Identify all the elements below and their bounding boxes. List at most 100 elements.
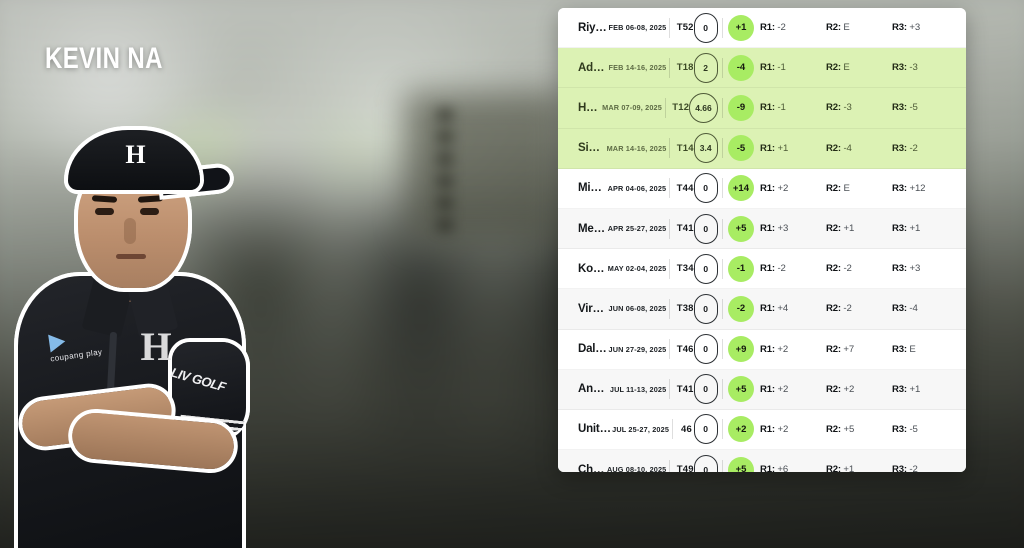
event-name: Virginia [578, 302, 609, 315]
total-score-badge: +1 [727, 14, 754, 41]
round-2-score: R2: +2 [826, 384, 892, 395]
round-1-label: R1: [760, 423, 775, 435]
event-name: Mexico City [578, 222, 608, 235]
total-score-badge: +14 [727, 175, 754, 202]
round-1-value: +2 [777, 423, 789, 435]
round-1-value: -2 [777, 263, 786, 275]
round-1-score: R1: +3 [760, 223, 826, 234]
round-1-label: R1: [760, 182, 775, 194]
event-name: Miami [578, 182, 608, 195]
points-badge: 4.66 [689, 92, 718, 123]
result-row[interactable]: Miami APR 04-06, 2025 T44 0 +14 R1: +2 R2: E R3… [558, 168, 966, 209]
total-score-cell: -5 [728, 135, 754, 162]
round-1-value: +3 [777, 223, 789, 235]
result-row[interactable]: Korea MAY 02-04, 2025 T34 0 -1 R1: -2 R2: -2 R3… [558, 249, 966, 290]
player-nose [124, 218, 136, 244]
player-mouth [116, 254, 146, 259]
round-3-value: +12 [909, 182, 926, 194]
points-cell: 0 [693, 414, 718, 445]
points-cell: 0 [693, 374, 718, 405]
round-scores: R1: +3 R2: +1 R3: +1 [754, 223, 954, 234]
round-3-label: R3: [892, 263, 907, 275]
round-1-value: +2 [777, 383, 789, 395]
round-1-label: R1: [759, 303, 775, 315]
round-2-label: R2: [825, 464, 841, 472]
total-score-badge: -9 [728, 94, 754, 121]
event-name: Korea [578, 262, 608, 275]
total-score-cell: +2 [728, 416, 754, 443]
points-cell: 0 [693, 454, 718, 472]
round-2-score: R2: -3 [826, 102, 892, 113]
round-2-value: +5 [843, 423, 855, 435]
player-cutout-photo: H coupang play LIV GOLF H [12, 126, 248, 548]
round-1-label: R1: [760, 263, 775, 275]
round-2-value: E [843, 22, 850, 34]
round-2-score: R2: E [826, 22, 892, 33]
round-1-value: +6 [777, 464, 789, 472]
round-1-label: R1: [759, 22, 775, 34]
event-date: APR 04-06, 2025 [607, 183, 667, 193]
round-2-label: R2: [825, 343, 841, 355]
event-date: MAR 07-09, 2025 [602, 103, 662, 113]
total-score-badge: -5 [728, 135, 754, 162]
round-3-value: +3 [909, 263, 921, 275]
points-badge: 0 [693, 173, 718, 204]
round-1-label: R1: [760, 102, 775, 114]
round-1-score: R1: +2 [760, 344, 826, 355]
round-1-value: +4 [777, 303, 789, 315]
points-badge: 0 [693, 213, 718, 244]
points-cell: 0 [693, 334, 718, 365]
points-badge: 0 [693, 334, 718, 365]
round-3-score: R3: E [892, 344, 954, 355]
event-date: JUL 11-13, 2025 [609, 384, 667, 394]
round-1-value: -1 [777, 62, 786, 74]
round-2-score: R2: +1 [826, 223, 892, 234]
round-3-value: -5 [909, 102, 918, 114]
round-1-label: R1: [759, 343, 775, 355]
round-scores: R1: -1 R2: E R3: -3 [754, 62, 954, 73]
total-score-cell: +14 [727, 175, 754, 202]
total-score-badge: +5 [728, 376, 754, 403]
result-row[interactable]: Dallas JUN 27-29, 2025 T46 0 +9 R1: +2 R2: +7 R… [558, 329, 966, 370]
round-2-score: R2: +5 [826, 424, 892, 435]
round-1-label: R1: [759, 464, 775, 472]
event-date: AUG 08-10, 2025 [606, 465, 667, 472]
round-scores: R1: +2 R2: +5 R3: -5 [754, 424, 954, 435]
round-1-label: R1: [760, 223, 775, 235]
round-1-label: R1: [760, 383, 775, 395]
round-3-value: -5 [909, 423, 918, 435]
event-date: JUL 25-27, 2025 [612, 424, 670, 434]
round-2-label: R2: [826, 423, 841, 435]
round-3-value: -2 [909, 142, 918, 154]
round-3-label: R3: [892, 182, 907, 194]
points-cell: 0 [693, 293, 718, 324]
round-scores: R1: +4 R2: -2 R3: -4 [754, 303, 954, 314]
round-3-label: R3: [891, 22, 907, 34]
round-3-score: R3: -5 [892, 424, 954, 435]
finish-position: T46 [676, 343, 694, 355]
round-scores: R1: +2 R2: E R3: +12 [754, 183, 954, 194]
round-1-score: R1: -1 [760, 102, 826, 113]
round-2-label: R2: [825, 303, 841, 315]
total-score-cell: -4 [727, 54, 754, 81]
round-2-score: R2: +7 [826, 344, 892, 355]
points-badge: 3.4 [693, 133, 718, 164]
points-badge: 0 [693, 374, 718, 405]
total-score-badge: -4 [727, 54, 754, 81]
points-cell: 0 [693, 173, 718, 204]
total-score-badge: +9 [727, 336, 754, 363]
total-score-badge: +2 [728, 416, 754, 443]
round-2-score: R2: E [826, 62, 892, 73]
round-2-label: R2: [826, 263, 841, 275]
